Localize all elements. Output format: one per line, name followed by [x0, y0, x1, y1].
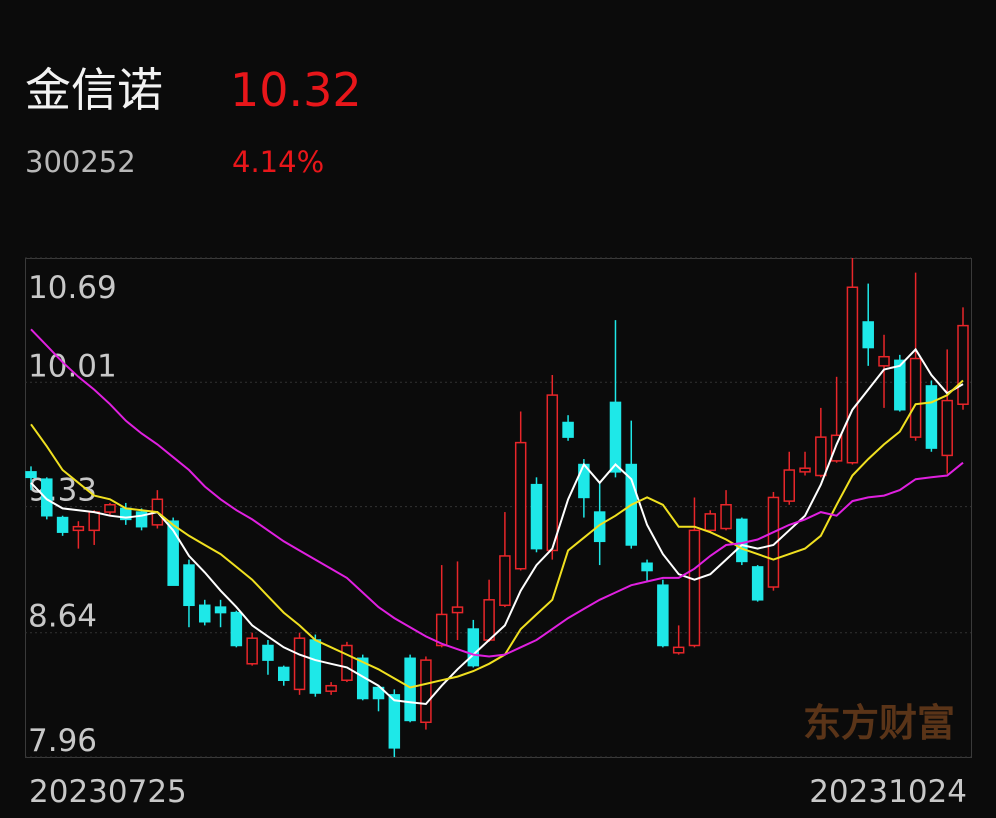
x-tick-label: 20231024 [809, 774, 967, 810]
candle-body [56, 516, 69, 533]
candle-body [609, 401, 622, 473]
candle-body [657, 584, 669, 647]
candle-body [88, 511, 100, 532]
y-tick-label: 8.64 [28, 599, 97, 635]
candle-body [499, 555, 511, 607]
candle-body [167, 520, 179, 586]
candle-body [404, 657, 416, 722]
candle-body [767, 496, 780, 588]
candle-body [467, 628, 480, 667]
watermark: 东方财富 [803, 701, 955, 745]
moving-average-line [30, 379, 964, 689]
candle-body [309, 639, 322, 694]
candle-body [783, 469, 795, 502]
stock-change: 4.14% [232, 145, 324, 179]
candle-body [909, 357, 922, 438]
candle-body [41, 478, 53, 517]
candle-body [277, 666, 290, 681]
candle-body [72, 525, 85, 532]
candle-body [530, 483, 543, 550]
candle-body [799, 467, 811, 473]
candle-body [246, 637, 258, 665]
candle-body [341, 644, 353, 681]
candle-body [894, 359, 906, 411]
candle-body [104, 504, 116, 513]
y-tick-label: 10.01 [28, 348, 117, 384]
candle-body [878, 355, 890, 367]
candle-body [720, 504, 732, 530]
candle-body [25, 471, 37, 479]
candle-body [672, 646, 685, 654]
candle-body [230, 611, 243, 647]
candle-body [546, 394, 559, 552]
candle-body [941, 399, 953, 457]
moving-average-line [30, 328, 964, 658]
candle-body [562, 421, 574, 438]
stock-name: 金信诺 [25, 63, 163, 117]
candle-body [483, 599, 495, 641]
candle-body [641, 562, 653, 572]
candle-body [688, 529, 701, 647]
candle-body [593, 511, 606, 543]
candle-body [815, 436, 827, 477]
candle-body [751, 566, 764, 601]
candle-body [388, 694, 401, 749]
candle-body [846, 286, 859, 464]
candle-body [862, 321, 874, 349]
candle-body [704, 513, 717, 532]
candle-body [420, 659, 432, 724]
candle-body [925, 385, 938, 449]
moving-average-line [30, 347, 964, 706]
candle-body [293, 637, 306, 691]
candle-body [325, 684, 337, 692]
candle-body [957, 324, 969, 405]
candle-body [736, 518, 748, 563]
stock-price: 10.32 [230, 63, 362, 117]
candle-body [183, 564, 195, 607]
candle-body [435, 613, 448, 647]
candle-body [135, 511, 148, 528]
candle-body [514, 441, 527, 570]
x-tick-label: 20230725 [29, 774, 187, 810]
candle-body [214, 606, 227, 614]
chart-frame [25, 258, 972, 758]
stock-code: 300252 [25, 145, 136, 179]
candle-body [451, 606, 464, 614]
candle-body [199, 604, 211, 623]
y-tick-label: 7.96 [28, 723, 97, 759]
candle-body [372, 686, 385, 700]
candle-body [262, 644, 274, 661]
y-tick-label: 10.69 [28, 270, 117, 306]
candle-body [830, 434, 843, 462]
